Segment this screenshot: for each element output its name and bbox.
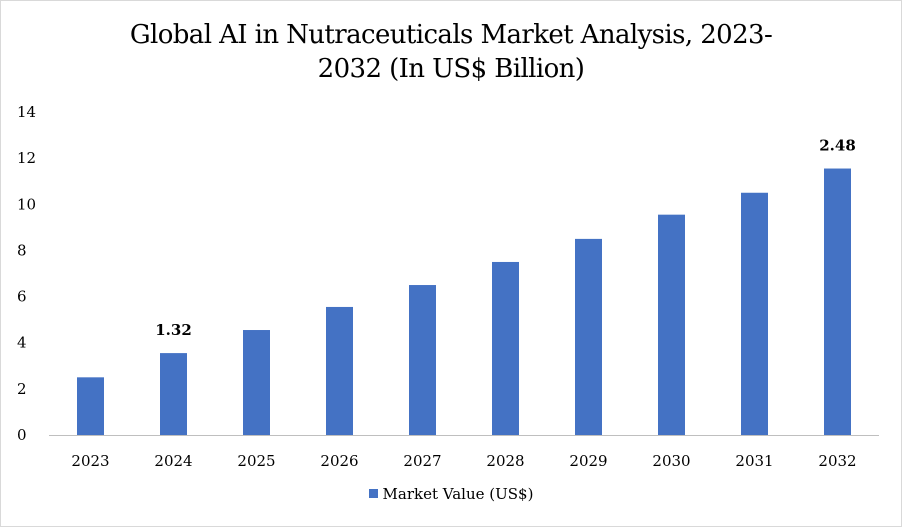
bar (243, 330, 270, 435)
x-tick-label: 2023 (71, 452, 109, 470)
x-tick-label: 2032 (818, 452, 856, 470)
bar (77, 377, 104, 435)
bar (160, 353, 187, 435)
bar (824, 168, 851, 435)
x-tick-label: 2025 (237, 452, 275, 470)
x-tick-label: 2024 (154, 452, 192, 470)
chart-title: Global AI in Nutraceuticals Market Analy… (129, 20, 773, 84)
x-tick-label: 2031 (735, 452, 773, 470)
y-tick-label: 0 (17, 426, 27, 444)
data-label: 1.32 (155, 321, 192, 339)
y-tick-label: 14 (17, 103, 36, 121)
bar (575, 238, 602, 435)
y-tick-label: 2 (17, 380, 27, 398)
x-tick-label: 2027 (403, 452, 441, 470)
bar-chart-plot: 0 2 4 6 8 10 12 14 2023 2024 1.32 2025 2026 2027 2028 2… (17, 103, 879, 470)
data-label: 2.48 (819, 137, 856, 155)
y-tick-label: 12 (17, 149, 36, 167)
x-tick-label: 2029 (569, 452, 607, 470)
x-tick-label: 2026 (320, 452, 358, 470)
x-tick-label: 2028 (486, 452, 524, 470)
y-tick-label: 10 (17, 195, 36, 213)
legend-swatch (368, 489, 378, 498)
bar (741, 192, 768, 435)
y-tick-label: 4 (17, 334, 27, 352)
y-tick-label: 6 (17, 288, 27, 306)
bar (326, 306, 353, 435)
legend-label: Market Value (US$) (382, 485, 534, 503)
legend: Market Value (US$) (1, 485, 901, 503)
bar (492, 261, 519, 435)
bar (409, 285, 436, 435)
x-tick-label: 2030 (652, 452, 690, 470)
bar (658, 214, 685, 435)
y-tick-label: 8 (17, 241, 27, 259)
